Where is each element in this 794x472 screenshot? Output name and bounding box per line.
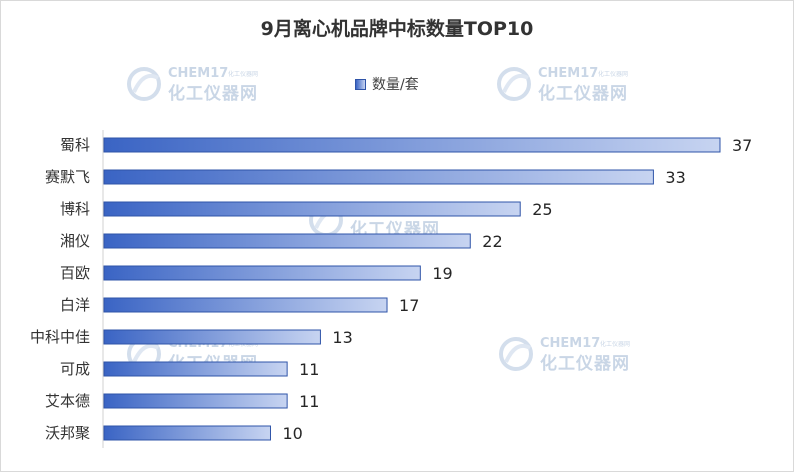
watermark-brand-small: 化工仪器网 — [228, 70, 258, 78]
value-label: 25 — [532, 200, 552, 219]
chem17-logo-icon — [497, 67, 531, 101]
legend: 数量/套 — [355, 74, 419, 94]
watermark-layer: CHEM17化工仪器网化工仪器网CHEM17化工仪器网化工仪器网CHEM17化工… — [127, 66, 630, 374]
value-label: 17 — [399, 296, 419, 315]
watermark-brand-small: 化工仪器网 — [598, 70, 628, 78]
bar — [103, 425, 271, 441]
watermark-brand-cn: 化工仪器网 — [168, 83, 258, 104]
bar — [103, 393, 288, 409]
category-label: 白洋 — [60, 296, 90, 314]
chem17-logo-icon — [127, 67, 161, 101]
value-label: 37 — [732, 136, 752, 155]
watermark-brand-en: CHEM17 — [538, 66, 598, 81]
value-label: 13 — [332, 328, 352, 347]
category-label: 赛默飞 — [45, 168, 90, 186]
category-label: 艾本德 — [45, 392, 90, 410]
watermark-brand-cn: 化工仪器网 — [540, 353, 630, 374]
category-label: 湘仪 — [60, 232, 90, 250]
watermark-brand-en: CHEM17 — [540, 336, 600, 351]
bar — [103, 201, 521, 217]
value-label: 19 — [432, 264, 452, 283]
bar — [103, 265, 421, 281]
category-label: 博科 — [60, 200, 90, 218]
legend-label: 数量/套 — [372, 77, 419, 93]
chart-title: 9月离心机品牌中标数量TOP10 — [260, 18, 534, 40]
category-label: 沃邦聚 — [45, 424, 90, 442]
value-label: 10 — [282, 424, 302, 443]
bar — [103, 297, 388, 313]
category-label: 百欧 — [60, 264, 90, 282]
value-label: 22 — [482, 232, 502, 251]
bar — [103, 137, 721, 153]
watermark-brand-en: CHEM17 — [168, 66, 228, 81]
bars-group: 蜀科 37 赛默飞 33 博科 25 湘仪 22 百欧 19 白洋 17 中科中佳 13 可成 11 艾本德 11… — [30, 136, 752, 443]
chem17-logo-icon — [499, 337, 533, 371]
watermark-brand-cn: 化工仪器网 — [538, 83, 628, 104]
legend-swatch — [355, 78, 366, 90]
category-label: 蜀科 — [60, 136, 90, 154]
bar — [103, 233, 471, 249]
category-label: 可成 — [60, 360, 90, 378]
bar — [103, 169, 654, 185]
value-label: 11 — [299, 392, 319, 411]
watermark-brand-small: 化工仪器网 — [600, 340, 630, 348]
value-label: 33 — [665, 168, 685, 187]
value-label: 11 — [299, 360, 319, 379]
category-label: 中科中佳 — [30, 328, 90, 346]
bar — [103, 329, 321, 345]
bar — [103, 361, 288, 377]
